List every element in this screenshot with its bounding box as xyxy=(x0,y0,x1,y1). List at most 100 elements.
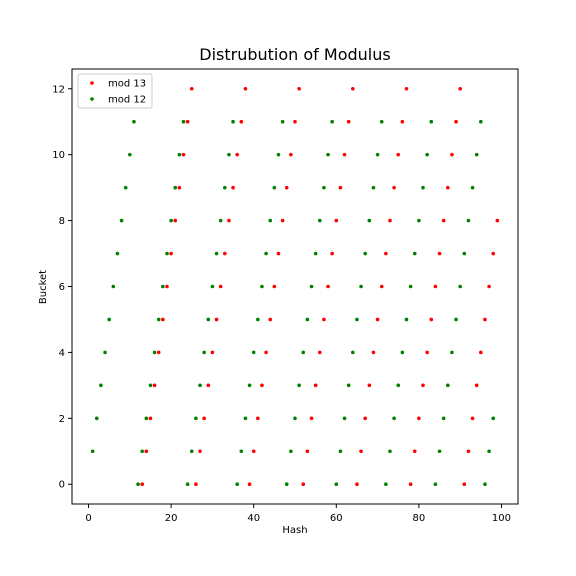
data-point-mod-13 xyxy=(412,449,417,454)
data-point-mod-12 xyxy=(223,185,227,190)
data-point-mod-12 xyxy=(483,482,487,487)
data-point-mod-13 xyxy=(326,284,330,289)
data-point-mod-13 xyxy=(223,251,227,256)
data-point-mod-13 xyxy=(342,152,347,157)
data-point-mod-12 xyxy=(379,119,384,124)
data-point-mod-13 xyxy=(367,383,372,388)
data-point-mod-13 xyxy=(375,317,380,322)
data-point-mod-13 xyxy=(355,482,359,487)
legend-label-mod-13: mod 13 xyxy=(108,79,146,90)
data-point-mod-13 xyxy=(450,152,454,157)
data-point-mod-12 xyxy=(194,416,198,421)
data-point-mod-13 xyxy=(280,218,285,223)
data-point-mod-13 xyxy=(165,284,169,289)
data-point-mod-12 xyxy=(103,350,107,355)
data-point-mod-12 xyxy=(351,350,355,355)
data-point-mod-12 xyxy=(338,449,343,454)
legend-label-mod-12: mod 12 xyxy=(108,95,146,106)
y-tick-label: 4 xyxy=(59,348,65,359)
data-point-mod-13 xyxy=(446,185,450,190)
data-point-mod-12 xyxy=(400,350,405,355)
data-point-mod-12 xyxy=(99,383,103,388)
data-point-mod-13 xyxy=(293,119,297,124)
data-point-mod-12 xyxy=(392,416,396,421)
data-point-mod-13 xyxy=(487,284,491,289)
data-point-mod-13 xyxy=(313,383,318,388)
data-point-mod-12 xyxy=(206,317,211,322)
data-point-mod-12 xyxy=(111,284,116,289)
data-point-mod-13 xyxy=(441,218,446,223)
data-point-mod-12 xyxy=(94,416,99,421)
data-point-mod-12 xyxy=(260,284,264,289)
data-point-mod-13 xyxy=(189,86,194,91)
data-point-mod-12 xyxy=(305,317,310,322)
data-point-mod-13 xyxy=(396,152,401,157)
data-point-mod-13 xyxy=(256,416,260,421)
data-point-mod-12 xyxy=(470,185,475,190)
data-point-mod-13 xyxy=(218,284,223,289)
data-point-mod-13 xyxy=(363,416,368,421)
data-point-mod-13 xyxy=(177,185,182,190)
legend-box xyxy=(77,73,153,109)
data-point-mod-13 xyxy=(379,284,384,289)
data-point-mod-12 xyxy=(474,152,479,157)
data-point-mod-12 xyxy=(276,152,281,157)
data-point-mod-13 xyxy=(462,482,467,487)
data-point-mod-13 xyxy=(400,119,405,124)
data-point-mod-12 xyxy=(388,449,392,454)
data-point-mod-12 xyxy=(218,218,223,223)
data-point-mod-13 xyxy=(371,350,376,355)
data-point-mod-13 xyxy=(474,383,479,388)
data-point-mod-12 xyxy=(334,482,339,487)
data-point-mod-12 xyxy=(462,251,467,256)
points-layer xyxy=(90,86,500,487)
data-point-mod-12 xyxy=(210,284,215,289)
data-point-mod-13 xyxy=(144,449,149,454)
data-point-mod-13 xyxy=(338,185,343,190)
data-point-mod-12 xyxy=(173,185,178,190)
data-point-mod-12 xyxy=(140,449,144,454)
data-point-mod-12 xyxy=(396,383,401,388)
data-point-mod-13 xyxy=(466,449,471,454)
data-point-mod-13 xyxy=(194,482,198,487)
data-point-mod-13 xyxy=(169,251,173,256)
data-point-mod-12 xyxy=(346,383,351,388)
data-point-mod-12 xyxy=(342,416,347,421)
data-point-mod-13 xyxy=(276,251,281,256)
data-point-mod-12 xyxy=(458,284,462,289)
data-point-mod-13 xyxy=(140,482,144,487)
data-point-mod-13 xyxy=(247,482,252,487)
x-tick-label: 80 xyxy=(413,513,426,524)
data-point-mod-13 xyxy=(243,86,248,91)
data-point-mod-12 xyxy=(169,218,173,223)
data-point-mod-12 xyxy=(243,416,248,421)
data-point-mod-13 xyxy=(408,482,413,487)
data-point-mod-12 xyxy=(412,251,417,256)
data-point-mod-12 xyxy=(90,449,95,454)
data-point-mod-12 xyxy=(264,251,268,256)
data-point-mod-12 xyxy=(128,152,132,157)
data-point-mod-12 xyxy=(429,119,434,124)
data-point-mod-13 xyxy=(346,119,351,124)
data-point-mod-13 xyxy=(210,350,215,355)
x-axis-label: Hash xyxy=(282,525,307,536)
x-tick-label: 100 xyxy=(492,513,511,524)
data-point-mod-13 xyxy=(231,185,235,190)
data-point-mod-13 xyxy=(268,317,273,322)
data-point-mod-12 xyxy=(144,416,149,421)
data-point-mod-12 xyxy=(289,449,293,454)
data-point-mod-12 xyxy=(256,317,260,322)
data-point-mod-13 xyxy=(429,317,434,322)
data-point-mod-12 xyxy=(322,185,326,190)
data-point-mod-13 xyxy=(239,119,244,124)
data-point-mod-12 xyxy=(231,119,235,124)
data-point-mod-13 xyxy=(264,350,268,355)
data-point-mod-13 xyxy=(161,317,165,322)
y-axis-label: Bucket xyxy=(38,270,49,304)
data-point-mod-13 xyxy=(417,416,421,421)
y-tick-label: 12 xyxy=(52,84,65,95)
data-point-mod-12 xyxy=(227,152,231,157)
data-point-mod-13 xyxy=(206,383,211,388)
data-point-mod-12 xyxy=(433,482,438,487)
